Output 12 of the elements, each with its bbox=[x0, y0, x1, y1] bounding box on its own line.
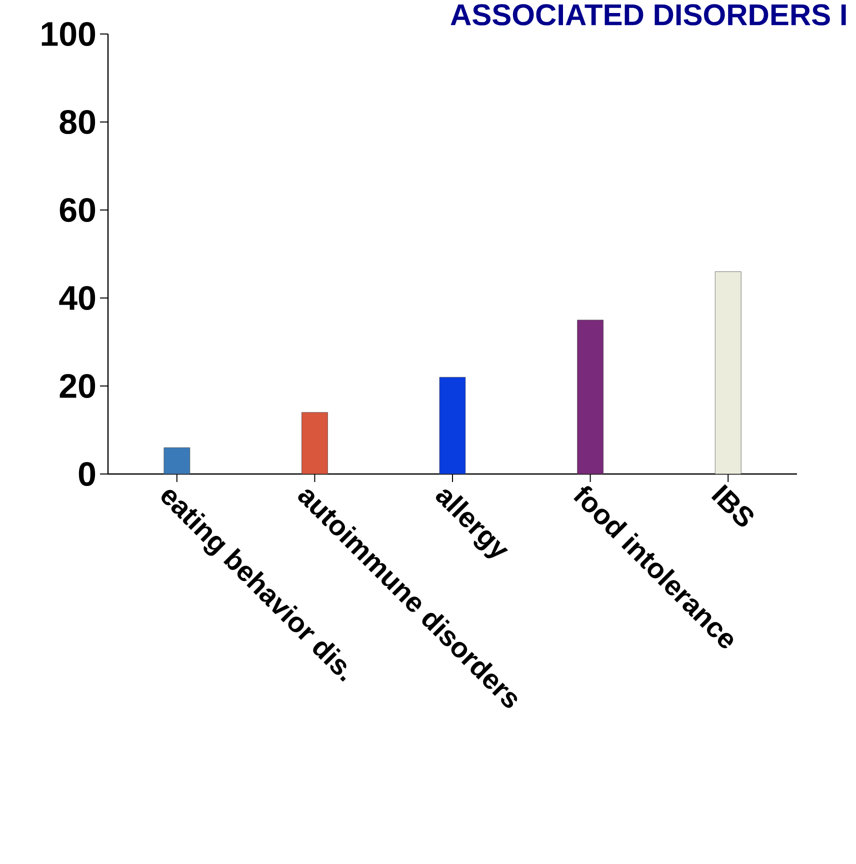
y-tick-label: 80 bbox=[60, 110, 96, 134]
bar bbox=[439, 376, 466, 474]
bar bbox=[164, 447, 190, 474]
y-tick-label: 100 bbox=[42, 22, 96, 46]
y-tick-label: 60 bbox=[60, 198, 96, 222]
y-tick-label: 0 bbox=[78, 462, 96, 486]
y-tick-label: 20 bbox=[60, 374, 96, 398]
bar bbox=[714, 271, 742, 474]
y-tick-label: 40 bbox=[59, 286, 96, 310]
chart-title: ASSOCIATED DISORDERS I bbox=[450, 4, 846, 26]
bar bbox=[302, 412, 328, 474]
x-tick-label: IBS bbox=[711, 484, 754, 527]
